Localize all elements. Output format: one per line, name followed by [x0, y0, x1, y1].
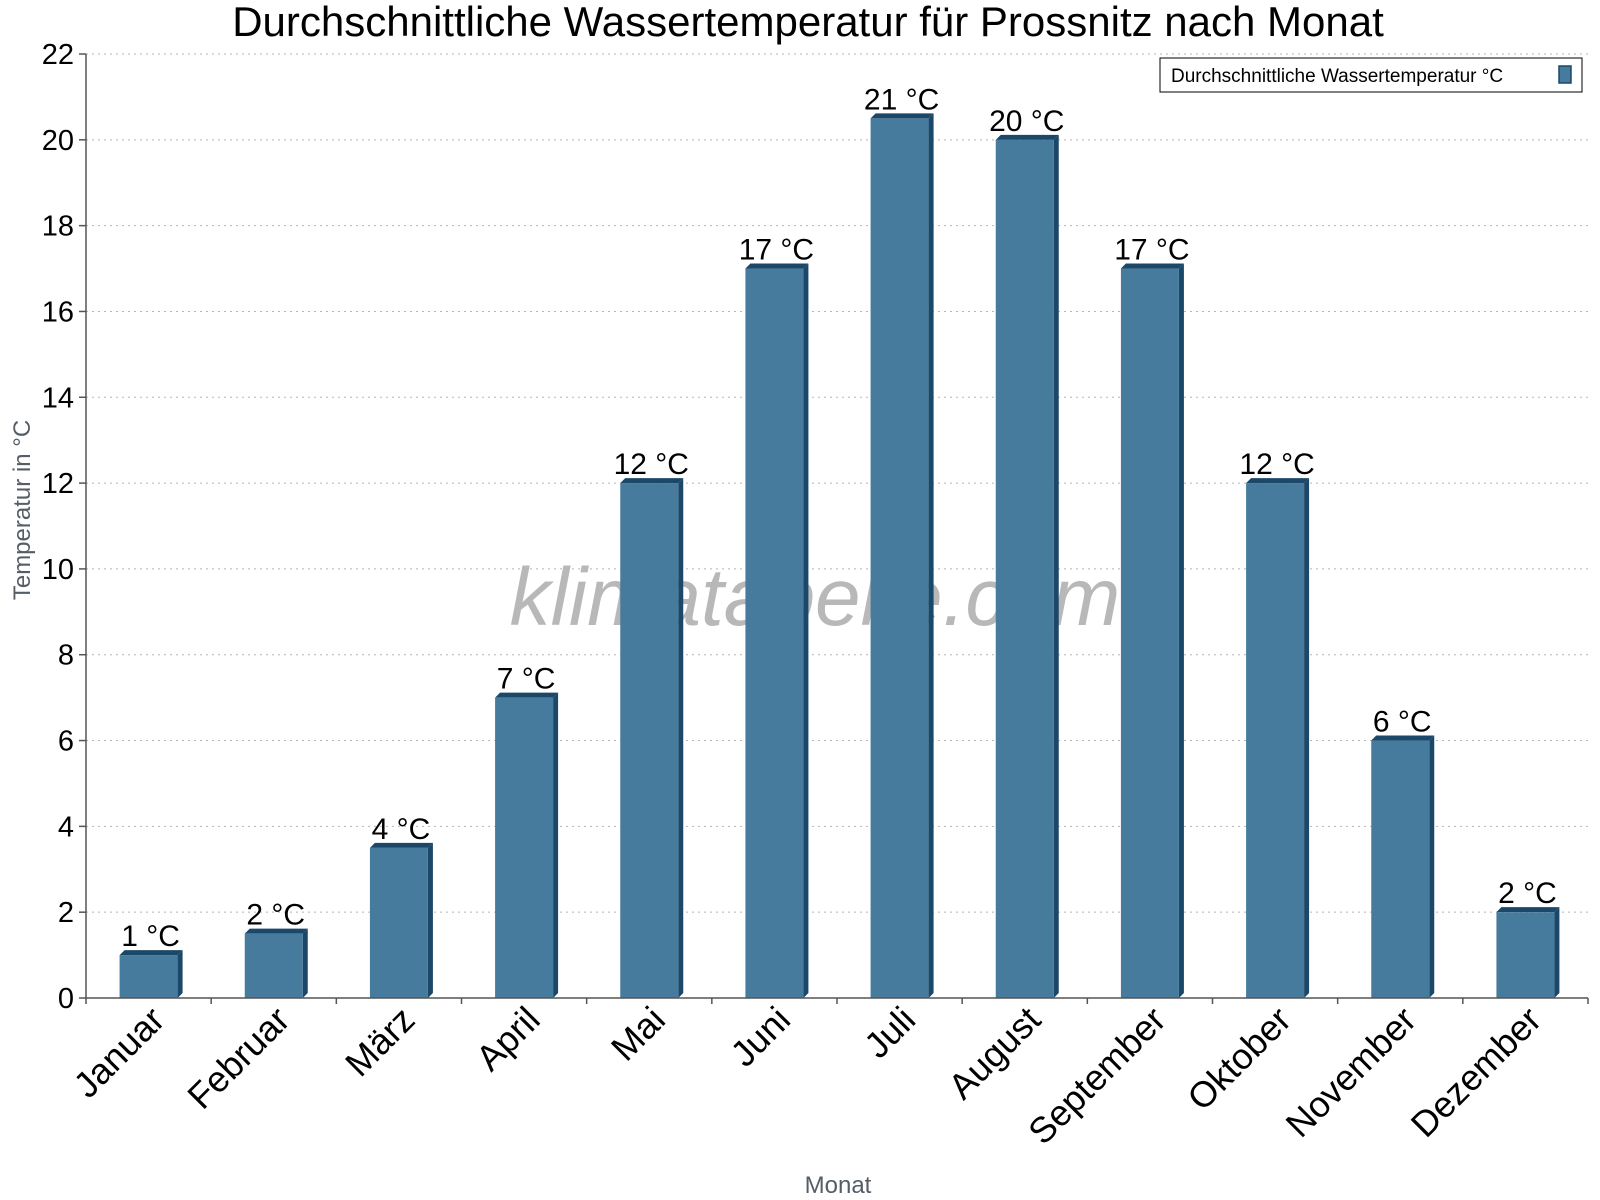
- x-tick-label: März: [337, 999, 423, 1085]
- y-tick-label: 12: [42, 468, 74, 500]
- x-tick-label: Juli: [856, 999, 923, 1066]
- bar-top: [369, 842, 433, 848]
- bar: [1120, 268, 1179, 999]
- y-tick-label: 16: [42, 296, 74, 328]
- bar-top: [119, 950, 183, 956]
- bar-top: [1120, 263, 1184, 269]
- y-tick-label: 4: [58, 811, 74, 843]
- data-label: 6 °C: [1373, 706, 1432, 739]
- bar-side: [1304, 478, 1310, 998]
- data-label: 20 °C: [989, 105, 1064, 138]
- data-label: 12 °C: [1239, 448, 1314, 481]
- bar: [119, 955, 178, 998]
- x-tick-label: Januar: [65, 999, 172, 1106]
- bar-side: [1429, 735, 1435, 998]
- x-tick-label: Oktober: [1179, 999, 1299, 1119]
- data-label: 17 °C: [739, 234, 814, 267]
- bar-top: [745, 263, 809, 269]
- x-tick-label: September: [1020, 999, 1174, 1153]
- bar-top: [1371, 735, 1435, 741]
- legend-swatch: [1558, 65, 1572, 84]
- y-tick-label: 8: [58, 640, 74, 672]
- data-label: 4 °C: [372, 813, 431, 846]
- legend-box: [1159, 57, 1583, 93]
- x-tick-label: November: [1277, 999, 1423, 1145]
- bar: [369, 847, 428, 998]
- bar: [1371, 740, 1430, 998]
- x-tick-label: August: [940, 999, 1048, 1107]
- data-label: 17 °C: [1114, 234, 1189, 267]
- bar-top: [995, 134, 1059, 140]
- y-tick-label: 18: [42, 211, 74, 243]
- legend: Durchschnittliche Wassertemperatur °C: [1159, 57, 1583, 93]
- bar-top: [1246, 478, 1310, 484]
- legend-label: Durchschnittliche Wassertemperatur °C: [1171, 66, 1503, 87]
- data-label: 1 °C: [121, 920, 180, 953]
- bar-side: [553, 692, 559, 998]
- bar-side: [1053, 134, 1059, 998]
- bar: [1246, 483, 1305, 998]
- chart-title: Durchschnittliche Wassertemperatur für P…: [232, 0, 1384, 45]
- bar-side: [1554, 907, 1560, 998]
- bar-side: [427, 842, 433, 998]
- bar-side: [302, 928, 308, 998]
- y-tick-label: 0: [58, 983, 74, 1015]
- bar: [244, 933, 303, 998]
- x-axis-title: Monat: [805, 1172, 872, 1199]
- data-label: 2 °C: [1498, 877, 1557, 910]
- bars-layer: 1 °C 2 °C 4 °C 7 °C 12 °C 17 °C 21 °C 20 °C 17 °…: [119, 83, 1560, 999]
- bar-side: [177, 950, 183, 998]
- bar: [870, 118, 929, 998]
- bar-side: [678, 478, 684, 998]
- bar-side: [928, 113, 934, 998]
- x-tick-label: Juni: [722, 999, 798, 1075]
- bar-top: [244, 928, 308, 934]
- data-label: 2 °C: [246, 899, 305, 932]
- bar-side: [1178, 263, 1184, 999]
- y-tick-label: 2: [58, 897, 74, 929]
- bar: [620, 483, 679, 998]
- x-tick-label: Februar: [179, 999, 297, 1117]
- bar: [745, 268, 804, 999]
- bar: [1496, 912, 1555, 998]
- data-label: 7 °C: [497, 663, 556, 696]
- bar-top: [1496, 907, 1560, 913]
- x-tick-label: April: [468, 999, 548, 1079]
- y-tick-label: 20: [42, 125, 74, 157]
- data-label: 12 °C: [614, 448, 689, 481]
- bar: [995, 139, 1054, 998]
- bar: [495, 697, 554, 998]
- bar-top: [495, 692, 559, 698]
- y-tick-label: 6: [58, 726, 74, 758]
- bar-top: [620, 478, 684, 484]
- grid-layer: [86, 53, 1588, 913]
- y-tick-label: 14: [42, 382, 74, 414]
- x-tick-label: Mai: [603, 999, 673, 1069]
- bar-top: [870, 113, 934, 119]
- y-tick-label: 10: [42, 554, 74, 586]
- y-tick-label: 22: [42, 39, 74, 71]
- data-label: 21 °C: [864, 83, 939, 116]
- y-axis-title: Temperatur in °C: [9, 420, 36, 600]
- bar-side: [803, 263, 809, 999]
- x-tick-label: Dezember: [1403, 999, 1549, 1145]
